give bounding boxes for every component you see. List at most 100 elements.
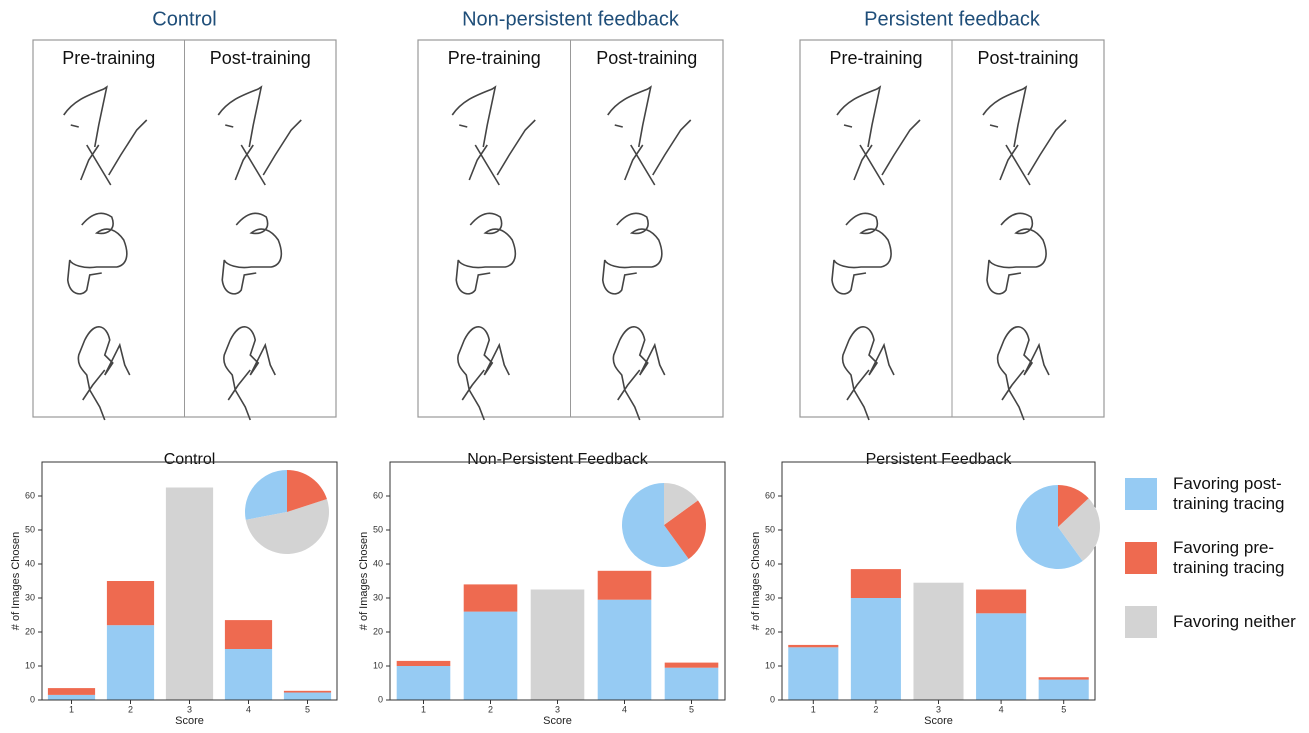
legend: Favoring post-training tracing Favoring p… xyxy=(1125,462,1309,654)
y-axis-label: # of Images Chosen xyxy=(750,532,762,630)
y-tick-label: 40 xyxy=(25,558,35,568)
panel-title: Control xyxy=(152,8,216,30)
x-axis-label: Score xyxy=(543,715,572,727)
y-tick-label: 30 xyxy=(25,592,35,602)
column-header: Pre-training xyxy=(829,48,922,68)
bar-segment xyxy=(530,589,585,700)
tracing-sketch xyxy=(601,212,663,295)
y-axis-label: # of Images Chosen xyxy=(10,532,22,630)
tracing-sketch xyxy=(986,212,1047,295)
panels: Control Pre-training Post-training Non-pers… xyxy=(32,8,1105,421)
x-tick-label: 3 xyxy=(555,704,560,714)
y-tick-label: 0 xyxy=(30,694,35,704)
bar-segment xyxy=(597,599,652,700)
tracing-sketch xyxy=(612,326,666,421)
tracing-sketch xyxy=(223,326,277,421)
bar-segment xyxy=(463,584,518,612)
x-tick-label: 4 xyxy=(999,704,1004,714)
bar-segment xyxy=(1038,677,1089,680)
y-tick-label: 40 xyxy=(373,558,383,568)
column-header: Pre-training xyxy=(62,48,155,68)
y-tick-label: 60 xyxy=(765,490,775,500)
x-axis-label: Score xyxy=(175,715,204,727)
y-tick-label: 10 xyxy=(25,660,35,670)
panel-title: Persistent feedback xyxy=(864,8,1041,30)
column-header: Pre-training xyxy=(448,48,541,68)
chart-title: Non-Persistent Feedback xyxy=(467,451,649,468)
pie-wedge xyxy=(245,470,287,520)
y-tick-label: 10 xyxy=(373,660,383,670)
tracing-sketch xyxy=(77,326,131,421)
y-axis-label: # of Images Chosen xyxy=(358,532,370,630)
y-tick-label: 50 xyxy=(765,524,775,534)
panel-title: Non-persistent feedback xyxy=(462,8,680,30)
legend-item: Favoring pre-training tracing xyxy=(1125,526,1309,590)
x-tick-label: 2 xyxy=(873,704,878,714)
x-tick-label: 5 xyxy=(305,704,310,714)
y-tick-label: 40 xyxy=(765,558,775,568)
bar-segment xyxy=(850,569,901,598)
axes-frame xyxy=(41,461,338,701)
legend-label: Favoring pre-training tracing xyxy=(1173,538,1285,577)
tracing-sketch xyxy=(606,86,692,186)
x-tick-label: 1 xyxy=(811,704,816,714)
legend-swatch xyxy=(1125,542,1157,574)
y-tick-label: 20 xyxy=(373,626,383,636)
legend-item: Favoring neither xyxy=(1125,590,1309,654)
y-tick-label: 20 xyxy=(765,626,775,636)
pie-wedge xyxy=(245,499,330,555)
x-axis-label: Score xyxy=(924,715,953,727)
bar-segment xyxy=(1038,679,1089,700)
bar-segment xyxy=(788,644,839,648)
x-tick-label: 1 xyxy=(421,704,426,714)
chart-title: Control xyxy=(164,451,216,468)
x-tick-label: 1 xyxy=(69,704,74,714)
y-tick-label: 60 xyxy=(25,490,35,500)
tracing-sketch xyxy=(836,86,921,186)
pie-wedge xyxy=(621,483,689,567)
y-tick-label: 30 xyxy=(765,592,775,602)
tracing-sketch xyxy=(457,326,511,421)
bar-segment xyxy=(224,620,273,649)
bar-segment xyxy=(106,625,155,700)
column-header: Post-training xyxy=(210,48,311,68)
pie-wedge xyxy=(1058,498,1100,561)
x-tick-label: 4 xyxy=(246,704,251,714)
bar-segment xyxy=(664,662,719,668)
chart-title: Persistent Feedback xyxy=(866,451,1013,468)
y-tick-label: 0 xyxy=(770,694,775,704)
x-tick-label: 2 xyxy=(128,704,133,714)
bar-segment xyxy=(396,666,451,700)
tracing-sketch xyxy=(451,86,537,186)
tracing-sketch xyxy=(982,86,1067,186)
legend-item: Favoring post-training tracing xyxy=(1125,462,1309,526)
bar-segment xyxy=(106,581,155,626)
y-tick-label: 10 xyxy=(765,660,775,670)
bar-segment xyxy=(913,582,964,700)
x-tick-label: 2 xyxy=(488,704,493,714)
bar-segment xyxy=(788,647,839,700)
column-header: Post-training xyxy=(977,48,1078,68)
bar-segment xyxy=(224,649,273,700)
legend-label: Favoring post-training tracing xyxy=(1173,474,1285,513)
x-tick-label: 4 xyxy=(622,704,627,714)
bar-segment xyxy=(165,487,214,700)
bar-segment xyxy=(396,660,451,666)
tracing-sketch xyxy=(996,326,1050,421)
bar-segment xyxy=(47,688,96,695)
bar-segment xyxy=(976,613,1027,700)
tracing-sketch xyxy=(455,212,517,295)
y-tick-label: 20 xyxy=(25,626,35,636)
axes-frame xyxy=(389,461,726,701)
y-tick-label: 50 xyxy=(25,524,35,534)
y-tick-label: 50 xyxy=(373,524,383,534)
x-tick-label: 3 xyxy=(936,704,941,714)
bar-segment xyxy=(47,694,96,700)
bar-segment xyxy=(850,598,901,700)
column-header: Post-training xyxy=(596,48,697,68)
pie-wedge xyxy=(1058,485,1089,527)
tracing-sketch xyxy=(831,212,892,295)
